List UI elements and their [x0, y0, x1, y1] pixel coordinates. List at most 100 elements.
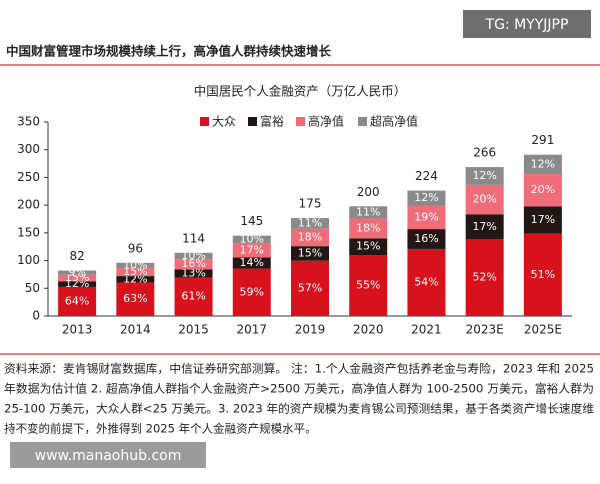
watermark-top: TG: MYYJJPP: [485, 17, 569, 33]
segment-label: 15%: [298, 246, 322, 259]
bar-segment: [232, 268, 271, 316]
x-tick-label: 2015: [178, 323, 209, 337]
y-tick-label: 200: [17, 198, 40, 212]
segment-label: 12%: [531, 157, 555, 170]
bar-segment: [174, 259, 213, 270]
segment-label: 57%: [298, 281, 322, 294]
y-tick-label: 250: [17, 170, 40, 184]
note-line: 25-100 万美元，大众人群<25 万美元。3. 2023 年的资产规模为麦肯…: [4, 402, 594, 416]
segment-label: 20%: [531, 183, 555, 196]
bar-segment: [523, 233, 562, 316]
legend-swatch: [296, 117, 305, 126]
bar-segment: [58, 281, 97, 287]
segment-label: 55%: [356, 279, 380, 292]
y-tick-label: 50: [25, 281, 40, 295]
total-label: 114: [182, 231, 205, 245]
legend-label: 大众: [212, 115, 236, 129]
note-line: 年数据为估计值 2. 超高净值人群指个人金融资产>2500 万美元，高净值人群为…: [4, 382, 594, 396]
legend-label: 高净值: [308, 114, 344, 129]
bar-segment: [116, 262, 155, 269]
total-label: 224: [415, 169, 438, 183]
segment-label: 16%: [181, 257, 205, 270]
bar-segment: [349, 255, 388, 316]
x-tick-label: 2013: [62, 323, 93, 337]
total-label: 96: [128, 241, 143, 255]
bar-segment: [116, 276, 155, 283]
segment-label: 18%: [356, 221, 380, 234]
bar-segment: [465, 214, 504, 240]
chart-title: 中国居民个人金融资产（万亿人民币）: [194, 84, 407, 99]
y-tick-label: 300: [17, 142, 40, 156]
note-line: 资料来源：麦肯锡财富数据库，中信证券研究部测算。 注：1.个人金融资产包括养老金…: [4, 362, 594, 376]
segment-label: 19%: [414, 210, 438, 223]
bar-segment: [291, 246, 329, 261]
segment-label: 11%: [298, 216, 322, 229]
bar-segment: [349, 218, 388, 239]
segment-label: 51%: [531, 268, 555, 281]
bar-segment: [232, 257, 271, 269]
bar-segment: [291, 260, 329, 316]
bar-segment: [232, 235, 271, 244]
y-tick-label: 150: [17, 225, 40, 239]
bar-segment: [174, 252, 213, 260]
bar-segment: [174, 269, 213, 278]
bar-segment: [407, 190, 446, 206]
bar-segment: [291, 218, 329, 229]
x-tick-label: 2023E: [466, 323, 504, 337]
segment-label: 13%: [181, 266, 205, 279]
x-tick-label: 2020: [353, 323, 384, 337]
segment-label: 17%: [531, 213, 555, 226]
total-label: 291: [531, 133, 554, 147]
bar-segment: [174, 277, 213, 316]
segment-label: 15%: [123, 265, 147, 278]
watermark-bottom: www.manaohub.com: [35, 448, 182, 464]
segment-label: 15%: [356, 240, 380, 253]
segment-label: 17%: [240, 243, 264, 256]
segment-label: 9%: [68, 266, 85, 279]
segment-label: 11%: [356, 205, 380, 218]
y-tick-label: 0: [32, 309, 40, 323]
y-tick-label: 350: [17, 115, 40, 129]
segment-label: 10%: [123, 258, 147, 271]
bar-segment: [349, 206, 388, 219]
note-line: 持不变的前提下，外推得到 2025 年个人金融资产规模水平。: [4, 422, 317, 436]
legend-swatch: [200, 117, 209, 126]
legend-swatch: [358, 117, 367, 126]
bar-segment: [349, 238, 388, 256]
bar-segment: [407, 229, 446, 249]
bar-segment: [232, 243, 271, 258]
segment-label: 20%: [472, 193, 496, 206]
segment-label: 12%: [414, 191, 438, 204]
x-tick-label: 2021: [411, 323, 442, 337]
segment-label: 14%: [240, 256, 264, 269]
segment-label: 64%: [65, 294, 89, 307]
legend-label: 富裕: [260, 114, 284, 129]
bar-segment: [465, 167, 504, 185]
bar-segment: [407, 248, 446, 316]
x-tick-label: 2025E: [524, 323, 562, 337]
x-tick-label: 2019: [295, 323, 326, 337]
legend-swatch: [248, 117, 257, 126]
bar-segment: [523, 206, 562, 234]
bar-segment: [116, 268, 155, 277]
total-label: 175: [299, 197, 322, 211]
bar-segment: [58, 274, 97, 282]
y-tick-label: 100: [17, 253, 40, 267]
total-label: 266: [473, 146, 496, 160]
bar-segment: [523, 154, 562, 175]
segment-label: 12%: [472, 169, 496, 182]
total-label: 200: [357, 185, 380, 199]
x-tick-label: 2017: [237, 323, 268, 337]
total-label: 145: [240, 214, 263, 228]
segment-label: 52%: [472, 271, 496, 284]
watermark-box: [463, 10, 591, 38]
bar-segment: [58, 286, 97, 316]
bar-segment: [407, 205, 446, 230]
segment-label: 63%: [123, 292, 147, 305]
segment-label: 10%: [181, 249, 205, 262]
bar-segment: [465, 184, 504, 215]
segment-label: 16%: [414, 232, 438, 245]
bar-segment: [465, 239, 504, 316]
